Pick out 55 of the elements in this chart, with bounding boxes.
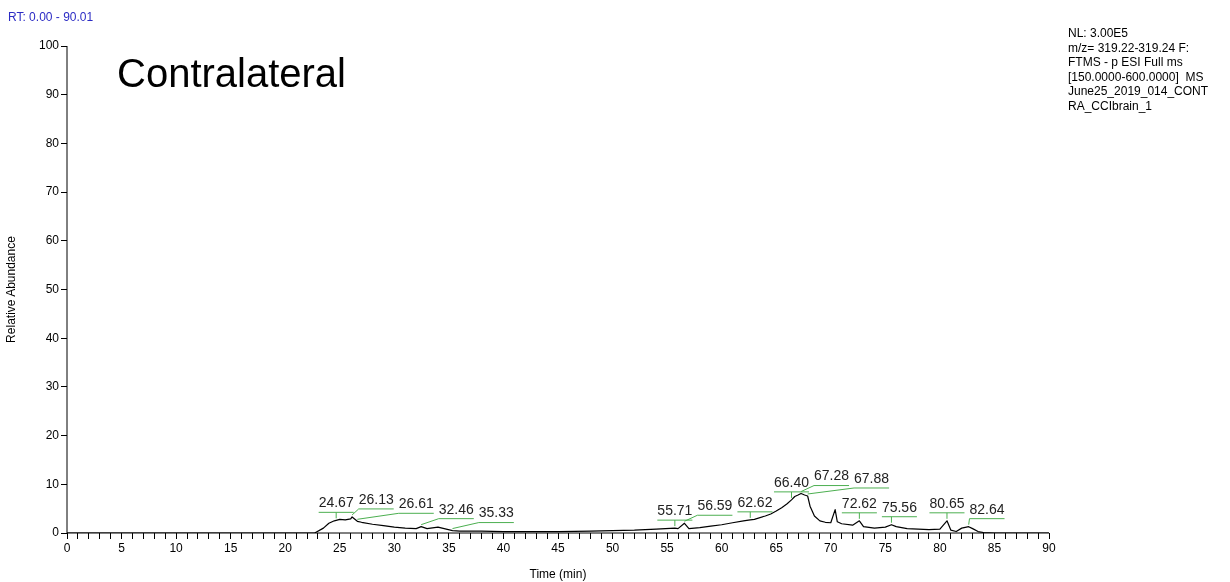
y-tick-label: 20 bbox=[45, 427, 60, 442]
x-tick-label: 85 bbox=[987, 540, 1002, 555]
text: June25_2019_014_CONT bbox=[1068, 84, 1209, 99]
x-tick-label: 35 bbox=[442, 540, 456, 555]
annotation: 32.46 bbox=[438, 500, 475, 517]
x-tick-label: 0 bbox=[63, 540, 71, 555]
annotation: 67.28 bbox=[814, 467, 850, 484]
chart-title: Contralateral bbox=[117, 51, 347, 96]
y-tick-label: 100 bbox=[38, 38, 60, 53]
x-tick-label: 60 bbox=[714, 540, 729, 555]
annotation: 55.71 bbox=[657, 501, 693, 518]
annotation: 56.59 bbox=[697, 497, 733, 514]
x-tick-label: 80 bbox=[933, 540, 947, 555]
text: RA_CCIbrain_1 bbox=[1068, 98, 1153, 113]
y-tick-label: 90 bbox=[45, 87, 60, 102]
y-tick-label: 70 bbox=[45, 184, 60, 199]
y-axis-title: Relative Abundance bbox=[3, 235, 18, 343]
annotation: 66.40 bbox=[773, 473, 810, 490]
annotation: 62.62 bbox=[737, 493, 773, 510]
x-tick-label: 65 bbox=[769, 540, 784, 555]
y-tick-label: 30 bbox=[45, 379, 60, 394]
y-tick-label: 60 bbox=[45, 233, 60, 248]
text: RT: 0.00 - 90.01 bbox=[8, 10, 94, 25]
y-tick-label: 50 bbox=[45, 281, 60, 296]
x-tick-label: 55 bbox=[660, 540, 675, 555]
text: FTMS - p ESI Full ms bbox=[1068, 55, 1183, 70]
annotation: 35.33 bbox=[478, 504, 515, 521]
x-tick-label: 45 bbox=[551, 540, 565, 555]
annotation: 80.65 bbox=[929, 494, 965, 511]
annotation: 75.56 bbox=[881, 498, 918, 515]
text: [150.0000-600.0000] MS bbox=[1068, 69, 1204, 84]
annotation: 26.61 bbox=[398, 495, 434, 512]
annotation: 26.13 bbox=[358, 490, 394, 507]
x-tick-label: 20 bbox=[278, 540, 293, 555]
x-tick-label: 50 bbox=[605, 540, 620, 555]
annotation: 82.64 bbox=[969, 500, 1005, 517]
y-tick-label: 0 bbox=[52, 525, 60, 540]
y-tick-label: 10 bbox=[45, 476, 60, 491]
x-tick-label: 75 bbox=[878, 540, 893, 555]
x-tick-label: 25 bbox=[333, 540, 347, 555]
x-tick-label: 70 bbox=[824, 540, 838, 555]
annotation: 67.88 bbox=[854, 469, 890, 486]
annotation: 24.67 bbox=[318, 494, 354, 511]
x-tick-label: 10 bbox=[169, 540, 184, 555]
x-tick-label: 40 bbox=[496, 540, 511, 555]
x-axis-title: Time (min) bbox=[529, 567, 587, 582]
text: m/z= 319.22-319.24 F: bbox=[1068, 40, 1190, 55]
x-tick-label: 5 bbox=[118, 540, 126, 555]
x-tick-label: 90 bbox=[1042, 540, 1056, 555]
text: NL: 3.00E5 bbox=[1068, 26, 1129, 41]
annotation: 72.62 bbox=[841, 494, 878, 511]
y-tick-label: 40 bbox=[45, 330, 60, 345]
x-tick-label: 15 bbox=[223, 540, 238, 555]
y-tick-label: 80 bbox=[45, 135, 60, 150]
x-tick-label: 30 bbox=[387, 540, 402, 555]
